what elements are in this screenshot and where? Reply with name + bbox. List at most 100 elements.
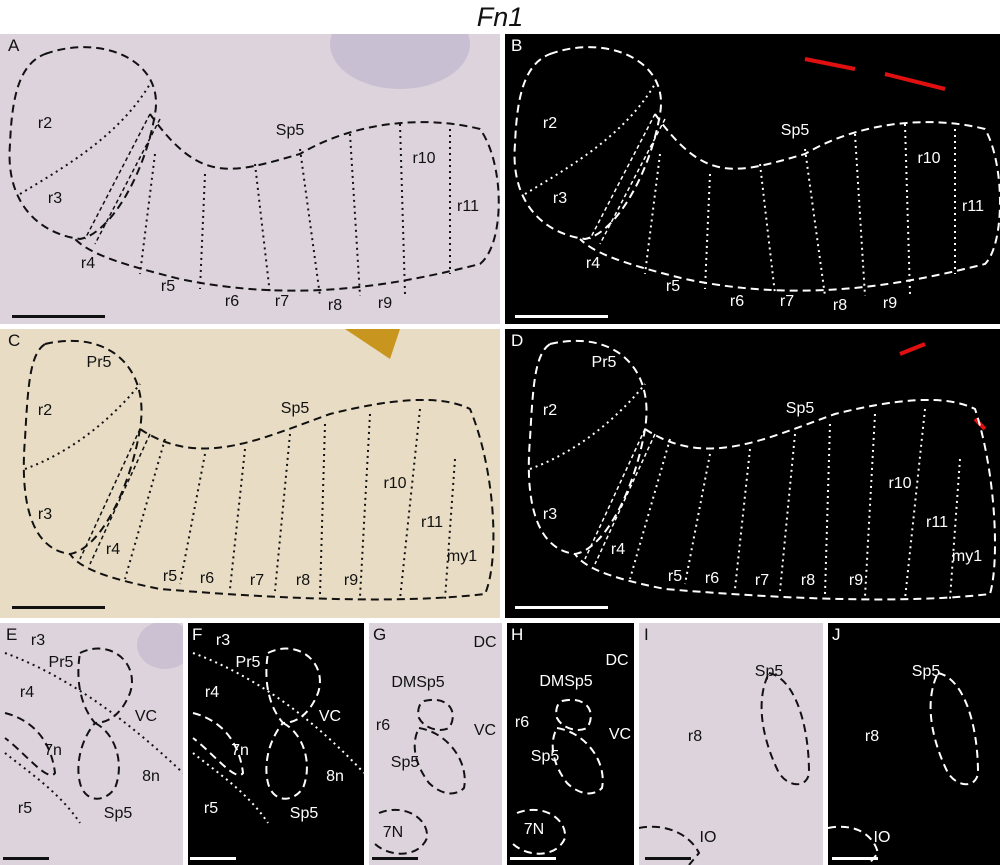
region-label: r10 bbox=[383, 475, 407, 492]
region-label: r10 bbox=[888, 475, 912, 492]
region-label: my1 bbox=[446, 548, 478, 565]
region-label: DMSp5 bbox=[391, 674, 445, 691]
region-label: 7N bbox=[382, 824, 404, 841]
panel-letter: E bbox=[6, 625, 18, 644]
region-label: r9 bbox=[377, 295, 393, 312]
region-label: Sp5 bbox=[754, 663, 784, 680]
panel-letter: A bbox=[8, 36, 20, 55]
region-label: r8 bbox=[295, 572, 311, 589]
region-label: IO bbox=[699, 829, 717, 846]
region-label: Sp5 bbox=[275, 122, 305, 139]
region-label: r7 bbox=[274, 293, 290, 310]
region-label: r6 bbox=[514, 714, 530, 731]
region-label: r6 bbox=[375, 717, 391, 734]
region-label: Sp5 bbox=[780, 122, 810, 139]
region-label: Pr5 bbox=[86, 354, 112, 371]
panel-g-outlines bbox=[373, 698, 466, 855]
region-label: IO bbox=[873, 829, 891, 846]
region-label: VC bbox=[134, 708, 158, 725]
figure-title: Fn1 bbox=[476, 2, 524, 32]
panel-e-outlines bbox=[4, 623, 183, 824]
region-label: r8 bbox=[327, 297, 343, 314]
region-label: r11 bbox=[926, 514, 948, 531]
panel-j: J Sp5 r8 IO bbox=[828, 623, 1000, 865]
region-label: r6 bbox=[224, 293, 240, 310]
panel-letter: F bbox=[192, 625, 203, 644]
panel-a-outlines bbox=[8, 34, 500, 297]
scale-bar bbox=[12, 315, 105, 318]
panel-letter: H bbox=[511, 625, 524, 644]
region-label: r4 bbox=[80, 255, 96, 272]
region-label: r7 bbox=[249, 572, 265, 589]
region-label: r9 bbox=[882, 295, 898, 312]
region-label: r3 bbox=[47, 190, 63, 207]
panel-c-outlines bbox=[22, 329, 495, 601]
region-label: r3 bbox=[37, 506, 53, 523]
panel-f: F r3 Pr5 r4 VC 7n 8n r5 Sp5 bbox=[188, 623, 364, 865]
region-label: VC bbox=[473, 722, 497, 739]
panel-f-outlines bbox=[192, 647, 364, 824]
region-label: VC bbox=[608, 726, 632, 743]
region-label: r4 bbox=[585, 255, 601, 272]
region-label: Pr5 bbox=[591, 354, 617, 371]
region-label: DC bbox=[473, 634, 497, 651]
region-label: r4 bbox=[610, 541, 626, 558]
region-label: r4 bbox=[19, 684, 35, 701]
scale-bar bbox=[510, 857, 556, 860]
region-label: Sp5 bbox=[785, 400, 815, 417]
region-label: r3 bbox=[542, 506, 558, 523]
region-label: r5 bbox=[17, 800, 33, 817]
region-label: r6 bbox=[704, 570, 720, 587]
region-label: r11 bbox=[421, 514, 443, 531]
region-label: r5 bbox=[203, 800, 219, 817]
panel-i-outlines bbox=[639, 671, 811, 865]
region-label: Sp5 bbox=[280, 400, 310, 417]
panel-c: C Pr5 r2 r3 r4 Sp5 r5 r6 r7 r8 r9 r10 r1… bbox=[0, 329, 500, 618]
region-label: r8 bbox=[800, 572, 816, 589]
region-label: r11 bbox=[457, 198, 479, 215]
region-label: r8 bbox=[687, 728, 703, 745]
region-label: r2 bbox=[37, 115, 53, 132]
region-label: DC bbox=[605, 652, 629, 669]
region-label: r10 bbox=[412, 150, 436, 167]
scale-bar bbox=[515, 315, 608, 318]
region-label: r5 bbox=[162, 568, 178, 585]
panel-b-outlines bbox=[513, 46, 1000, 297]
region-label: Sp5 bbox=[103, 805, 133, 822]
panel-i: I Sp5 r8 IO bbox=[639, 623, 823, 865]
region-label: Sp5 bbox=[390, 754, 420, 771]
scale-bar bbox=[832, 857, 878, 860]
region-label: r9 bbox=[343, 572, 359, 589]
region-label: r3 bbox=[30, 632, 46, 649]
region-label: r3 bbox=[215, 632, 231, 649]
region-label: 7N bbox=[523, 821, 545, 838]
region-label: 8n bbox=[326, 768, 344, 785]
region-label: DMSp5 bbox=[539, 673, 593, 690]
region-label: Sp5 bbox=[289, 805, 319, 822]
panel-a: A r2 r3 r4 Sp5 r5 r6 r7 r8 r9 r10 r11 bbox=[0, 34, 500, 324]
region-label: r11 bbox=[962, 198, 984, 215]
region-label: 8n bbox=[142, 768, 160, 785]
region-label: Sp5 bbox=[911, 663, 941, 680]
panel-letter: B bbox=[511, 36, 523, 55]
panel-d: D Pr5 r2 r3 r4 Sp5 r5 r6 r7 r8 r9 r10 r1… bbox=[505, 329, 1000, 618]
panel-h-outlines bbox=[511, 698, 604, 855]
region-label: r8 bbox=[864, 728, 880, 745]
region-label: r6 bbox=[199, 570, 215, 587]
panel-j-outlines bbox=[828, 671, 980, 865]
scale-bar bbox=[3, 857, 49, 860]
region-label: r10 bbox=[917, 150, 941, 167]
panel-letter: J bbox=[832, 625, 841, 644]
region-label: r5 bbox=[667, 568, 683, 585]
region-label: r9 bbox=[848, 572, 864, 589]
region-label: Pr5 bbox=[48, 654, 74, 671]
panel-e: E r3 Pr5 r4 VC 7n 8n r5 Sp5 bbox=[0, 623, 183, 865]
panel-b: B r2 r3 r4 Sp5 r5 r6 r7 r8 r9 r10 r11 bbox=[505, 34, 1000, 324]
scale-bar bbox=[515, 606, 608, 609]
region-label: r4 bbox=[105, 541, 121, 558]
panel-g: G DC DMSp5 r6 VC Sp5 7N bbox=[369, 623, 502, 865]
scale-bar bbox=[645, 857, 691, 860]
scale-bar bbox=[12, 606, 105, 609]
region-label: my1 bbox=[951, 548, 983, 565]
region-label: r5 bbox=[665, 278, 681, 295]
